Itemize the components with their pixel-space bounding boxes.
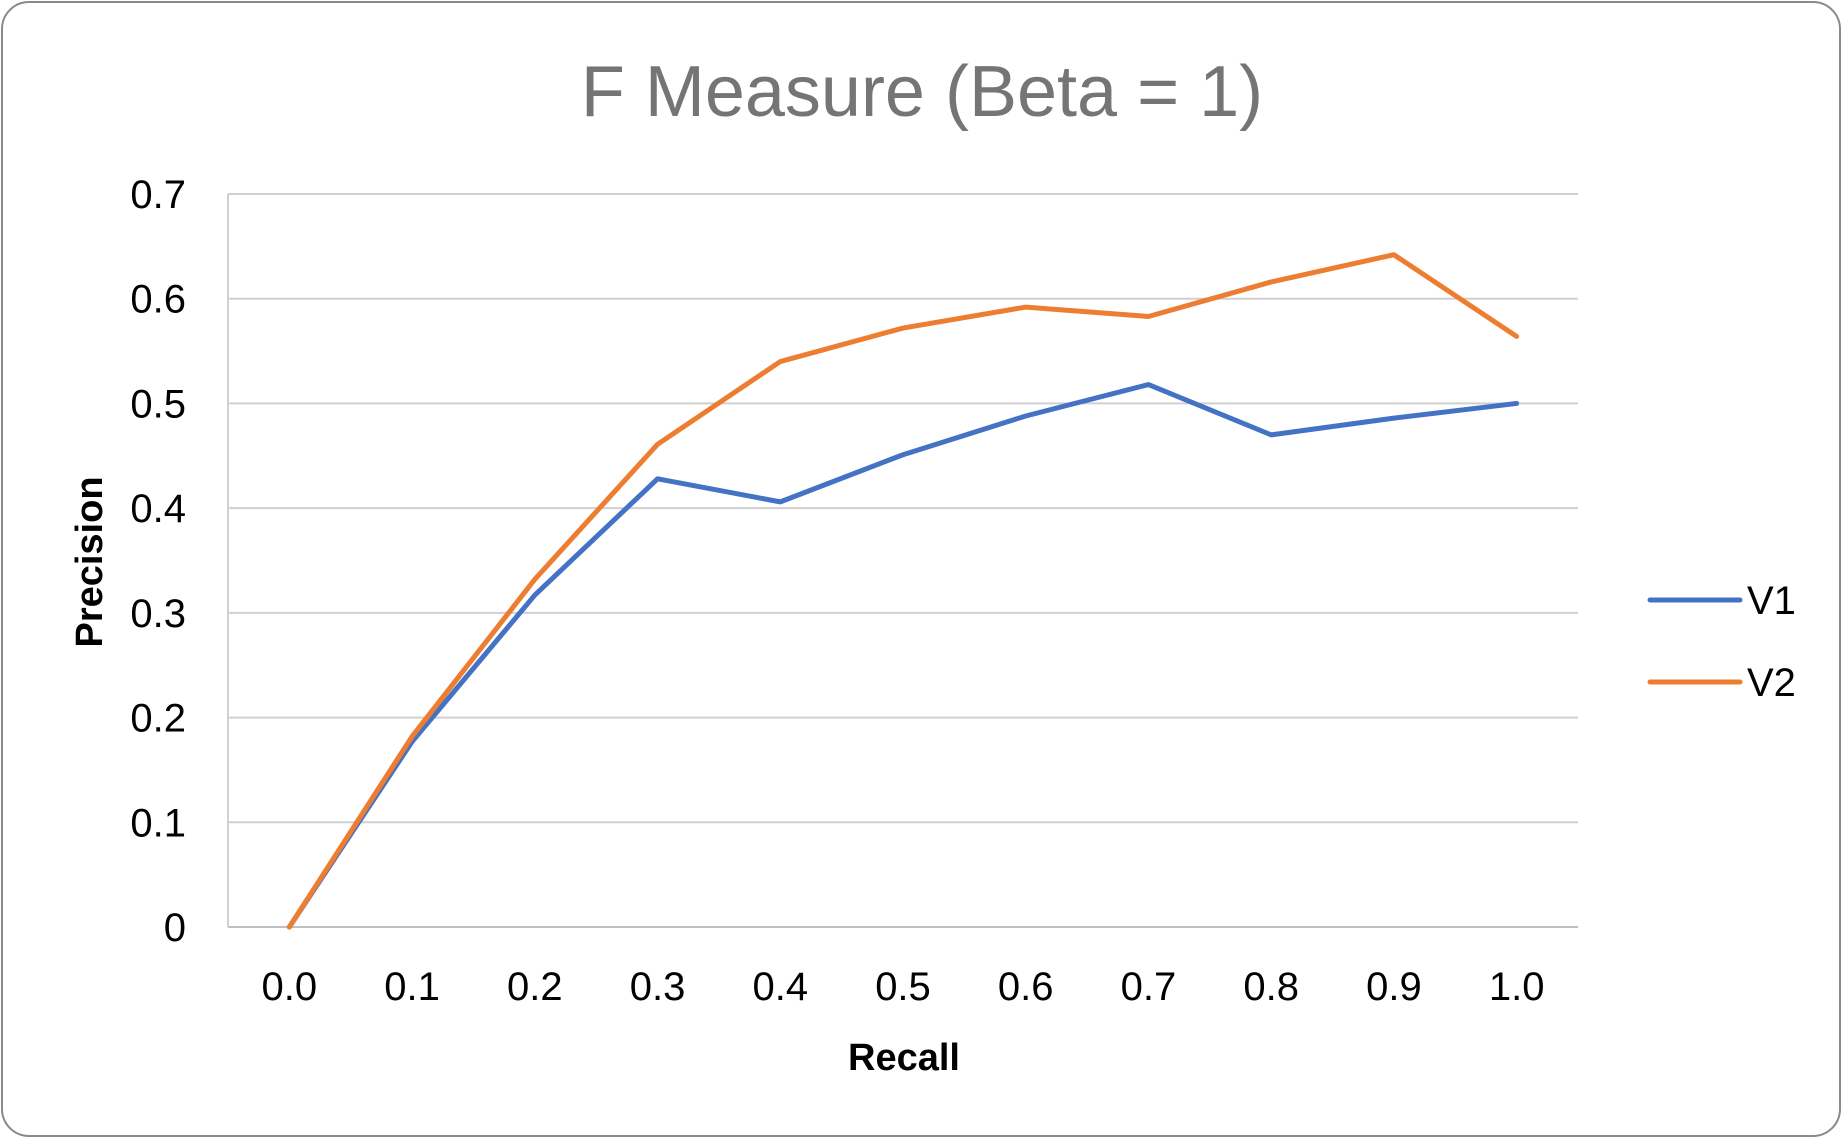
y-tick-label: 0.5 (130, 382, 186, 426)
y-tick-labels: 0 0.1 0.2 0.3 0.4 0.5 0.6 0.7 (130, 173, 186, 950)
x-axis-title: Recall (848, 1037, 960, 1079)
x-tick-label: 0.4 (752, 965, 808, 1009)
y-tick-label: 0.1 (130, 801, 186, 845)
series-line-v1 (286, 382, 1520, 930)
y-tick-label: 0.2 (130, 697, 186, 741)
x-tick-label: 0.7 (1121, 965, 1177, 1009)
y-tick-label: 0.3 (130, 592, 186, 636)
x-tick-labels: 0.0 0.1 0.2 0.3 0.4 0.5 0.6 0.7 0.8 0.9 1.0 (262, 965, 1545, 1009)
y-tick-label: 0.4 (130, 487, 186, 531)
series-line-v2 (286, 252, 1520, 930)
y-axis-title: Precision (69, 476, 111, 647)
legend-label: V1 (1747, 579, 1796, 623)
y-tick-label: 0.7 (130, 173, 186, 217)
y-tick-label: 0 (164, 906, 186, 950)
x-tick-label: 0.0 (262, 965, 318, 1009)
x-tick-label: 0.5 (875, 965, 931, 1009)
legend-label: V2 (1747, 661, 1796, 705)
x-tick-label: 0.6 (998, 965, 1054, 1009)
x-tick-label: 0.9 (1366, 965, 1422, 1009)
x-tick-label: 0.8 (1243, 965, 1299, 1009)
y-tick-label: 0.6 (130, 278, 186, 322)
x-tick-label: 0.1 (384, 965, 440, 1009)
gridlines (227, 193, 1578, 928)
x-tick-label: 0.2 (507, 965, 563, 1009)
x-tick-label: 1.0 (1489, 965, 1545, 1009)
legend: V1 V2 (1647, 579, 1796, 705)
series-lines (286, 252, 1520, 930)
x-tick-label: 0.3 (630, 965, 686, 1009)
chart-title: F Measure (Beta = 1) (581, 52, 1263, 132)
